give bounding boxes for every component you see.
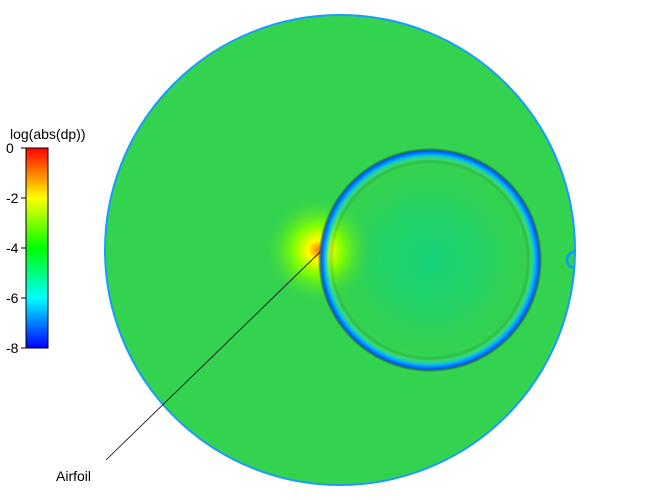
colorbar-tick-label: -8 <box>6 340 656 356</box>
colorbar-tick-label: 0 <box>6 140 656 156</box>
interface-arc <box>318 148 542 372</box>
colorbar-tick-label: -6 <box>6 290 656 306</box>
colorbar-tick-label: -4 <box>6 240 656 256</box>
annotation-label: Airfoil <box>56 468 91 484</box>
colorbar-tick-label: -2 <box>6 190 656 206</box>
